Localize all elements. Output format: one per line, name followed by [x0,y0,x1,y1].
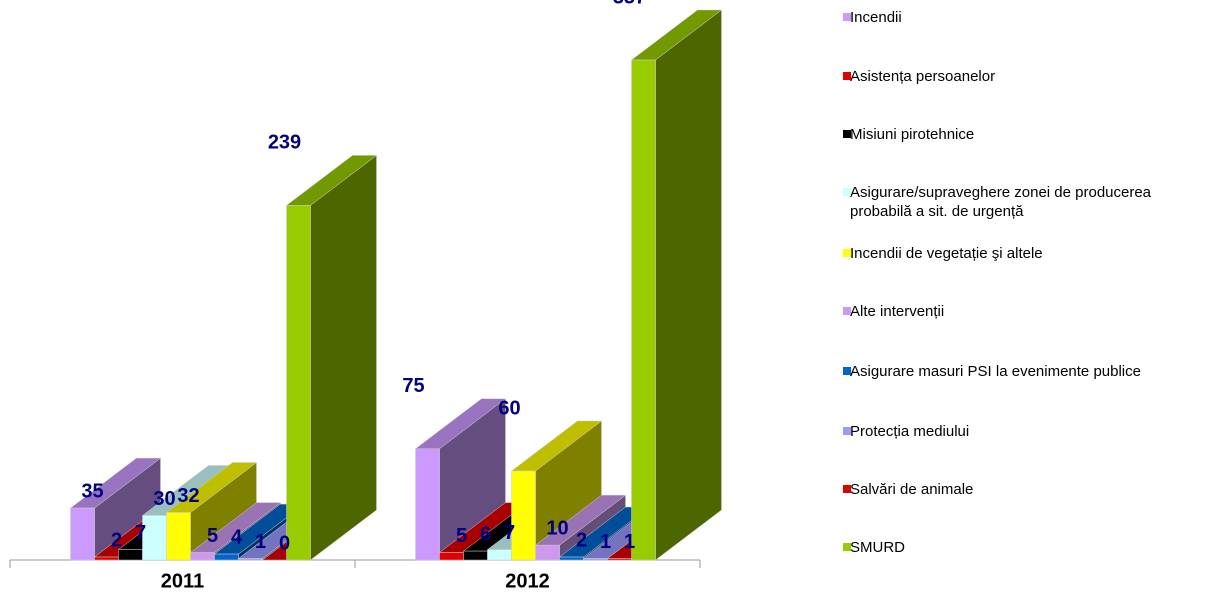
data-label: 5 [456,525,467,547]
legend-swatch [843,543,851,551]
data-label: 2 [111,529,122,551]
bar-front [214,553,239,561]
legend-label: Alte intervenții [850,303,945,320]
legend-swatch [843,13,851,21]
data-label: 60 [498,397,520,419]
legend-swatch [843,249,851,257]
legend-item: Protecția mediului [843,422,1193,441]
bar-front [142,515,167,561]
bar-front [166,512,191,561]
legend-swatch [843,130,851,138]
data-label: 75 [402,375,424,397]
legend-label: Incendii [850,9,902,26]
legend-swatch [843,72,851,80]
bar [510,420,603,561]
legend-swatch [843,367,851,375]
bar-front [415,448,440,561]
legend-item: Incendii [843,8,1193,27]
bar-front [190,552,215,561]
legend-item: Incendii de vegetație şi altele [843,244,1193,263]
bar-front [487,549,512,561]
data-label: 30 [153,488,175,510]
bar-front [535,544,560,561]
legend-label: Salvări de animale [850,481,974,498]
legend-item: Misiuni pirotehnice [843,125,1193,144]
bar-front [439,552,464,561]
bar [534,494,627,561]
data-label: 7 [504,522,515,544]
data-label: 6 [480,523,491,545]
legend-label: SMURD [850,539,905,556]
legend-label: Incendii de vegetație şi altele [850,245,1043,262]
data-label: 4 [231,526,243,548]
legend-item: Asigurare/supraveghere zonei de producer… [843,183,1193,221]
x-tick-label: 2012 [505,570,550,592]
data-label: 239 [268,132,301,154]
legend-label: Asigurare/supraveghere zonei de producer… [850,184,1152,220]
bar-front [583,558,608,561]
legend-label: Asistența persoanelor [850,68,996,85]
bar-side [655,9,722,561]
legend-label: Protecția mediului [850,423,970,440]
bar-front [607,558,632,561]
data-label: 35 [81,480,103,502]
bar-front [463,550,488,561]
bar [630,9,723,561]
bar-front [238,558,263,561]
legend-item: Asistența persoanelor [843,67,1193,86]
legend-item: Alte intervenții [843,302,1193,321]
data-label: 5 [207,525,218,547]
data-label: 1 [624,531,635,553]
legend-item: SMURD [843,538,1193,557]
legend-item: Asigurare masuri PSI la evenimente publi… [843,362,1193,381]
bar-front [286,205,311,561]
legend-swatch [843,188,851,196]
data-label: 337 [613,0,646,8]
bar [165,462,258,561]
x-tick-label: 2011 [161,570,204,592]
bar [285,154,378,561]
data-label: 1 [600,531,611,553]
bar-side [310,154,377,561]
data-label: 7 [135,522,146,544]
data-label: 1 [255,531,266,553]
data-label: 0 [279,532,290,554]
bar-front [631,59,656,561]
bar-front [70,507,95,561]
legend-label: Asigurare masuri PSI la evenimente publi… [850,363,1141,380]
data-label: 10 [546,517,568,539]
bar-front [559,556,584,561]
data-label: 2 [576,529,587,551]
bar-front [511,470,536,561]
legend-swatch [843,307,851,315]
legend-item: Salvări de animale [843,480,1193,499]
legend-swatch [843,485,851,493]
data-label: 32 [177,485,199,507]
bar-front [94,556,119,561]
legend-swatch [843,427,851,435]
bar-front [118,549,143,561]
legend-label: Misiuni pirotehnice [850,126,975,143]
